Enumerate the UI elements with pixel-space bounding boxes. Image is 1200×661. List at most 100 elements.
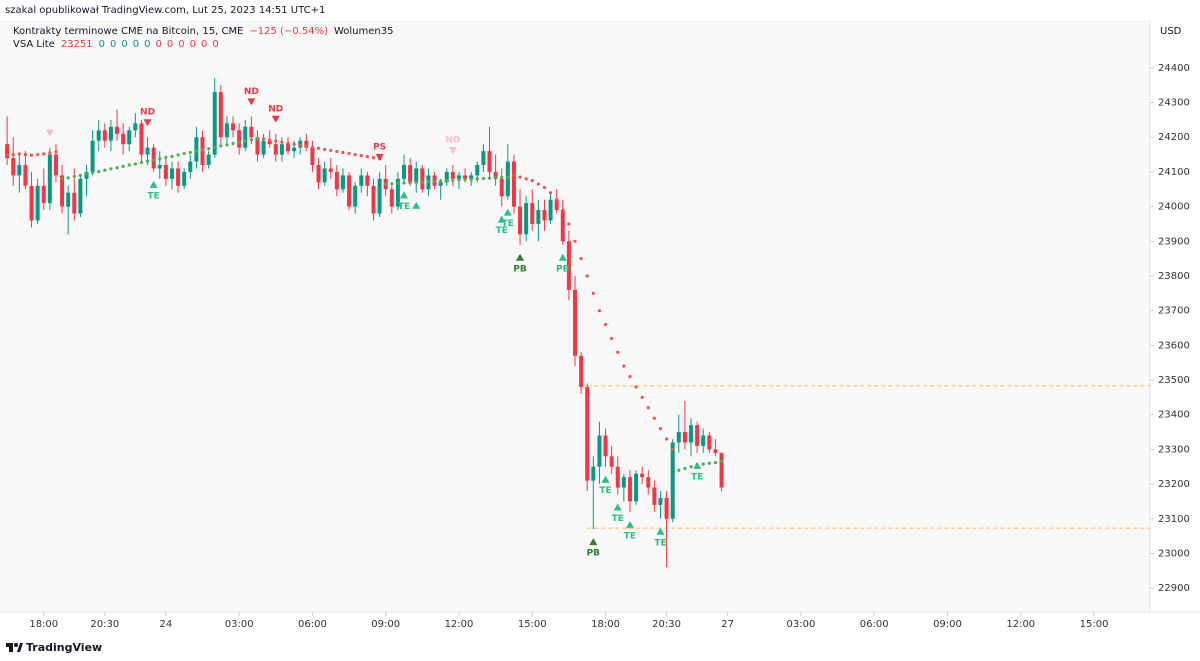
x-tick-label: 12:00 xyxy=(445,619,474,630)
indicator-count: 0 xyxy=(144,39,150,50)
trail-dot xyxy=(371,156,376,160)
y-tick-label: 23400 xyxy=(1158,410,1190,421)
trail-dot xyxy=(54,150,58,154)
candle-body xyxy=(463,175,468,179)
indicator-count: 0 xyxy=(201,39,207,50)
trail-dot xyxy=(310,145,315,149)
candle-body xyxy=(157,164,162,169)
candle-body xyxy=(365,175,370,186)
candle-body xyxy=(603,435,608,457)
candle-body xyxy=(670,442,675,519)
candle-body xyxy=(481,151,486,165)
signal-label: ND xyxy=(268,104,283,114)
candle-body xyxy=(231,123,236,131)
candle-body xyxy=(96,130,101,141)
signal-marker xyxy=(613,503,622,511)
trail-dot xyxy=(432,179,437,183)
trail-dot xyxy=(316,146,321,150)
candle-body xyxy=(273,144,278,155)
trail-dot xyxy=(445,178,449,183)
indicator-count: 0 xyxy=(99,39,105,50)
volume: 35 xyxy=(381,26,394,37)
signal-marker xyxy=(601,475,610,483)
candle-body xyxy=(249,126,254,138)
signal-marker xyxy=(45,129,54,137)
signal-label: TE xyxy=(502,219,514,229)
candle-body xyxy=(627,477,632,502)
candle-body xyxy=(554,199,559,211)
candle-body xyxy=(188,161,193,172)
trail-dot xyxy=(66,176,70,180)
candle-body xyxy=(23,164,28,186)
candle-body xyxy=(548,199,553,221)
x-tick-label: 06:00 xyxy=(298,619,327,630)
candle-body xyxy=(609,456,614,467)
x-tick-label: 06:00 xyxy=(860,619,889,630)
y-tick-label: 24000 xyxy=(1158,202,1190,213)
trail-dot xyxy=(573,239,577,243)
trail-dot xyxy=(671,447,675,452)
candle-body xyxy=(90,140,95,172)
trail-dot xyxy=(664,437,669,441)
trail-dot xyxy=(365,155,369,159)
trail-dot xyxy=(243,139,247,143)
candle-body xyxy=(573,289,577,356)
trail-dot xyxy=(84,172,89,176)
trail-dot xyxy=(536,182,540,186)
signal-marker xyxy=(558,253,567,261)
volume-label: Wolumen xyxy=(334,26,381,37)
signal-label: PB xyxy=(556,264,570,274)
candle-body xyxy=(450,171,455,179)
trail-dot xyxy=(158,157,162,161)
trail-dot xyxy=(530,178,534,183)
candle-body xyxy=(206,154,211,165)
candle-body xyxy=(41,185,46,204)
candle-body xyxy=(267,140,272,145)
candle-body xyxy=(658,497,663,505)
candle-body xyxy=(518,206,523,235)
trail-dot xyxy=(555,198,559,202)
x-tick-label: 18:00 xyxy=(591,619,620,630)
trail-dot xyxy=(439,179,443,183)
candle-body xyxy=(292,147,297,152)
trail-dot xyxy=(42,152,46,156)
x-tick-label: 03:00 xyxy=(787,619,816,630)
x-tick-label: 18:00 xyxy=(29,619,58,630)
trail-dot xyxy=(90,171,95,175)
trail-dot xyxy=(237,140,241,144)
signal-marker xyxy=(375,153,384,161)
symbol: Kontrakty terminowe CME na Bitcoin, 15, … xyxy=(13,26,243,37)
signal-label: TE xyxy=(496,226,508,236)
trail-dot xyxy=(29,153,34,157)
trail-dot xyxy=(194,149,199,153)
candle-body xyxy=(615,466,620,488)
candle-body xyxy=(218,92,223,138)
candle-body xyxy=(340,175,345,190)
candle-body xyxy=(713,449,718,453)
signal-marker xyxy=(589,538,598,546)
trail-dot xyxy=(23,152,28,157)
trail-dot xyxy=(200,148,205,152)
candle-body xyxy=(322,168,327,183)
header-text: szakal opublikował TradingView.com, Lut … xyxy=(5,5,325,16)
trail-dot xyxy=(719,459,724,464)
candle-body xyxy=(585,386,590,481)
candle-body xyxy=(597,435,602,467)
candle-body xyxy=(438,182,443,186)
trail-dot xyxy=(457,178,461,182)
trail-dot xyxy=(518,175,522,179)
trail-dot xyxy=(304,144,308,148)
candle-body xyxy=(591,466,596,481)
x-tick-label: 09:00 xyxy=(933,619,962,630)
signal-marker xyxy=(412,201,421,209)
candle-body xyxy=(402,164,407,179)
candle-body xyxy=(353,185,358,207)
indicator-count: 0 xyxy=(133,39,139,50)
trail-dot xyxy=(225,143,229,147)
signal-marker xyxy=(693,461,702,469)
trail-dot xyxy=(646,406,650,410)
candle-body xyxy=(279,144,284,155)
signal-marker xyxy=(448,146,457,154)
candle-body xyxy=(475,164,480,176)
